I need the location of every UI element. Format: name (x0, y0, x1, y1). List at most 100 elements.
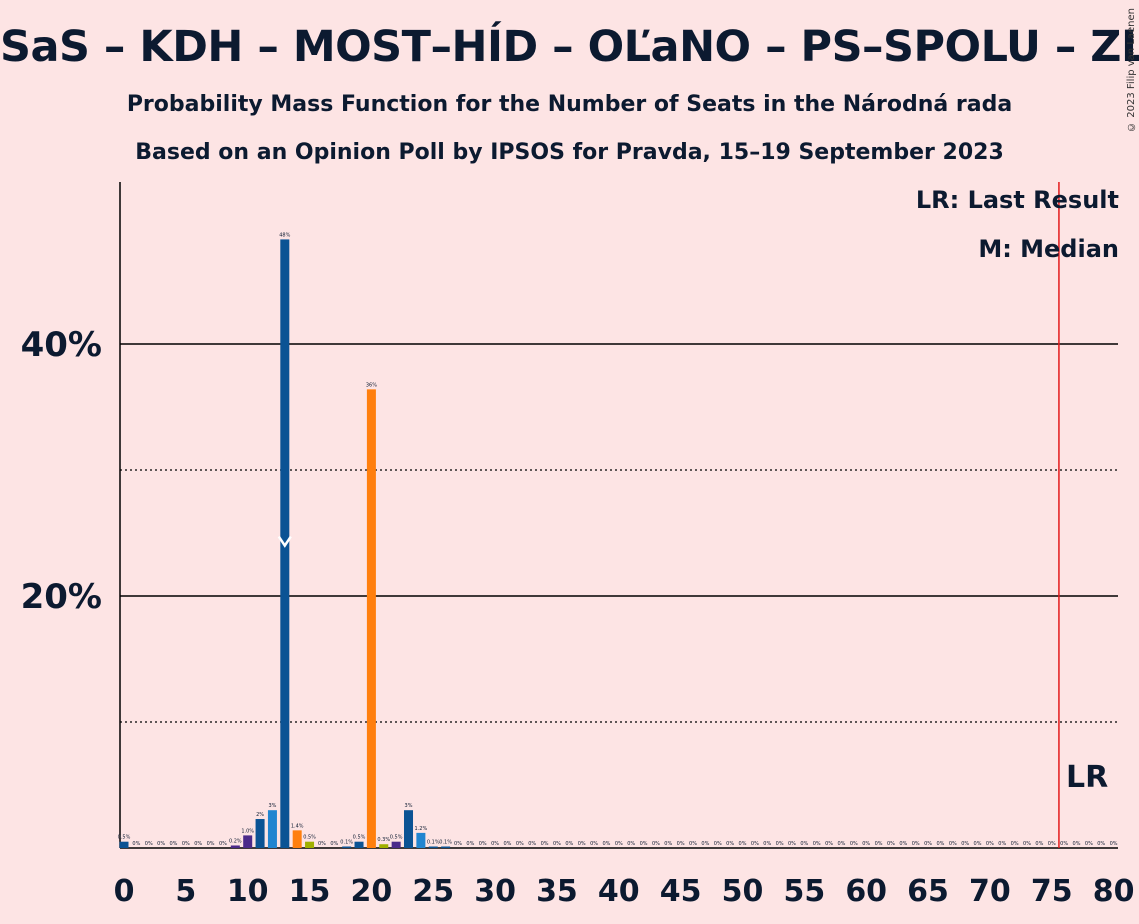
data-label-seat-73: 0% (1023, 841, 1031, 847)
data-label-seat-71: 0% (998, 841, 1006, 847)
legend-median: M: Median (978, 235, 1119, 263)
data-label-seat-6: 0% (194, 841, 202, 847)
data-label-seat-59: 0% (850, 841, 858, 847)
bar-seat-25 (428, 846, 438, 848)
data-label-seat-66: 0% (936, 841, 944, 847)
data-label-seat-69: 0% (974, 841, 982, 847)
data-label-seat-2: 0% (145, 841, 153, 847)
data-label-seat-8: 0% (219, 841, 227, 847)
data-label-seat-3: 0% (157, 841, 165, 847)
data-label-seat-31: 0% (504, 841, 512, 847)
bar-seat-12 (267, 810, 277, 848)
data-label-seat-27: 0% (454, 841, 462, 847)
data-label-seat-56: 0% (813, 841, 821, 847)
data-label-seat-18: 0.1% (340, 840, 353, 846)
data-label-seat-37: 0% (578, 841, 586, 847)
data-label-seat-0: 0.5% (118, 835, 131, 841)
data-label-seat-5: 0% (182, 841, 190, 847)
data-label-seat-47: 0% (701, 841, 709, 847)
data-label-seat-19: 0.5% (353, 835, 366, 841)
data-label-seat-14: 1.4% (291, 823, 304, 829)
legend-last-result: LR: Last Result (915, 186, 1119, 214)
bar-seat-10 (243, 835, 253, 848)
data-label-seat-45: 0% (677, 841, 685, 847)
data-label-seat-64: 0% (912, 841, 920, 847)
x-tick-label: 80 (1093, 874, 1135, 909)
bar-seat-23 (404, 810, 414, 848)
data-label-seat-55: 0% (800, 841, 808, 847)
data-label-seat-68: 0% (961, 841, 969, 847)
data-label-seat-21: 0.3% (377, 837, 390, 843)
x-tick-label: 15 (289, 874, 331, 909)
x-tick-label: 70 (969, 874, 1011, 909)
data-label-seat-57: 0% (825, 841, 833, 847)
data-label-seat-65: 0% (924, 841, 932, 847)
data-label-seat-25: 0.1% (427, 840, 440, 846)
data-label-seat-63: 0% (899, 841, 907, 847)
median-marker (277, 535, 292, 548)
data-label-seat-72: 0% (1011, 841, 1019, 847)
data-label-seat-75: 0% (1048, 841, 1056, 847)
data-label-seat-30: 0% (491, 841, 499, 847)
data-label-seat-54: 0% (788, 841, 796, 847)
x-tick-label: 30 (474, 874, 516, 909)
data-label-seat-13: 48% (279, 232, 290, 238)
data-label-seat-16: 0% (318, 841, 326, 847)
data-label-seat-67: 0% (949, 841, 957, 847)
x-tick-label: 60 (845, 874, 887, 909)
data-label-seat-43: 0% (652, 841, 660, 847)
data-label-seat-46: 0% (689, 841, 697, 847)
data-label-seat-50: 0% (739, 841, 747, 847)
bar-seat-18 (342, 846, 352, 848)
data-label-seat-17: 0% (330, 841, 338, 847)
data-label-seat-28: 0% (466, 841, 474, 847)
data-label-seat-62: 0% (887, 841, 895, 847)
data-label-seat-49: 0% (726, 841, 734, 847)
bar-seat-0 (119, 841, 129, 848)
data-label-seat-38: 0% (590, 841, 598, 847)
data-label-seat-74: 0% (1035, 841, 1043, 847)
data-label-seat-32: 0% (516, 841, 524, 847)
data-label-seat-40: 0% (615, 841, 623, 847)
x-tick-label: 55 (783, 874, 825, 909)
x-tick-label: 50 (722, 874, 764, 909)
bar-seat-24 (416, 832, 426, 848)
y-tick-label: 20% (21, 577, 102, 617)
data-label-seat-48: 0% (714, 841, 722, 847)
data-label-seat-22: 0.5% (390, 835, 403, 841)
bar-seat-20 (366, 389, 376, 848)
data-label-seat-44: 0% (664, 841, 672, 847)
data-label-seat-53: 0% (776, 841, 784, 847)
data-label-seat-24: 1.2% (415, 826, 428, 832)
last-result-marker-label: LR (1066, 760, 1109, 795)
data-label-seat-70: 0% (986, 841, 994, 847)
chart-subtitle-2: Based on an Opinion Poll by IPSOS for Pr… (135, 140, 1004, 165)
data-label-seat-39: 0% (602, 841, 610, 847)
data-label-seat-29: 0% (479, 841, 487, 847)
chart-title: SaS – KDH – MOST–HÍD – OĽaNO – PS–SPOLU … (0, 22, 1139, 72)
bar-seat-9 (230, 845, 240, 848)
data-label-seat-76: 0% (1060, 841, 1068, 847)
data-label-seat-58: 0% (837, 841, 845, 847)
data-label-seat-7: 0% (207, 841, 215, 847)
bar-seat-21 (379, 844, 389, 848)
bar-seat-15 (305, 841, 315, 848)
data-label-seat-51: 0% (751, 841, 759, 847)
data-label-seat-78: 0% (1085, 841, 1093, 847)
x-tick-label: 65 (907, 874, 949, 909)
bar-seat-14 (292, 830, 302, 848)
data-label-seat-60: 0% (862, 841, 870, 847)
data-label-seat-41: 0% (627, 841, 635, 847)
data-label-seat-52: 0% (763, 841, 771, 847)
data-label-seat-12: 3% (268, 803, 276, 809)
x-tick-label: 25 (412, 874, 454, 909)
x-tick-label: 40 (598, 874, 640, 909)
data-label-seat-9: 0.2% (229, 838, 242, 844)
data-label-seat-11: 2% (256, 812, 264, 818)
data-label-seat-77: 0% (1073, 841, 1081, 847)
data-label-seat-80: 0% (1110, 841, 1118, 847)
data-label-seat-1: 0% (132, 841, 140, 847)
data-label-seat-61: 0% (875, 841, 883, 847)
bar-seat-11 (255, 819, 265, 848)
data-label-seat-34: 0% (541, 841, 549, 847)
